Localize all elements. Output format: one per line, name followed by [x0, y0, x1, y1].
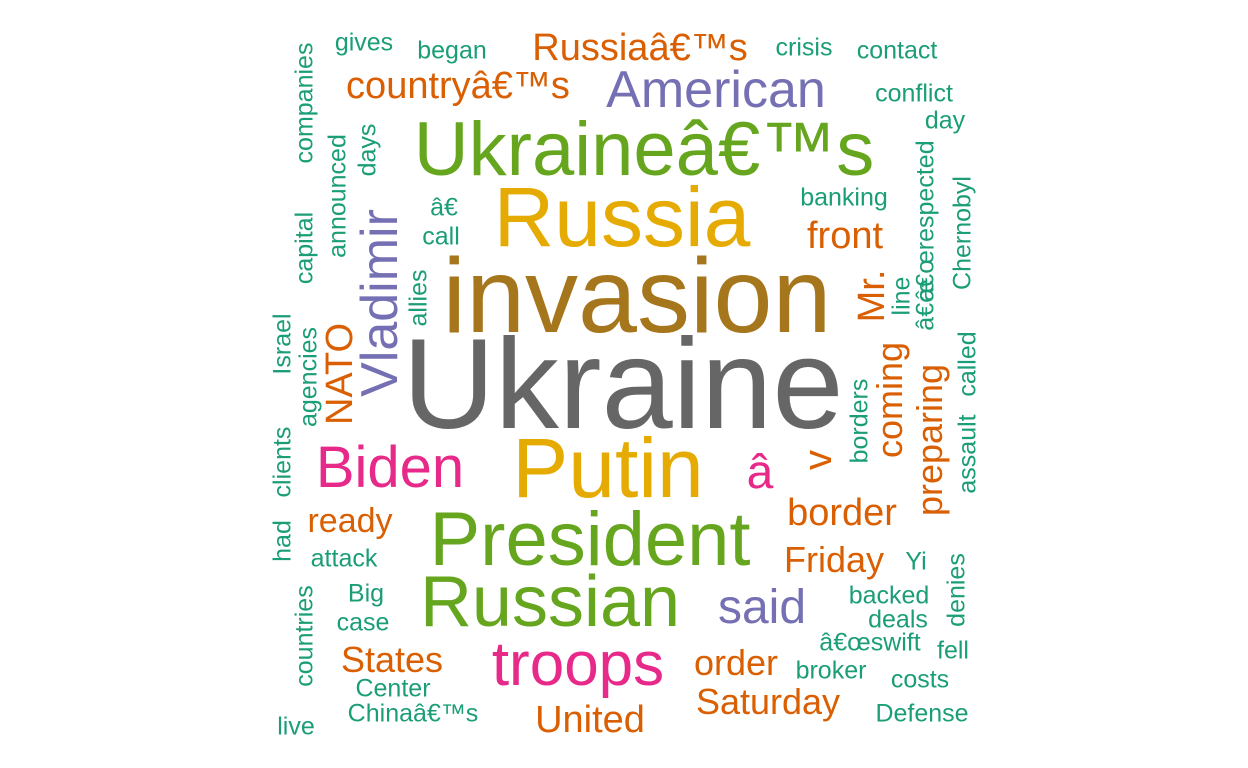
word-invasion: invasion — [442, 237, 832, 355]
word-clients: clients — [268, 426, 297, 498]
word-center: Center — [355, 674, 431, 703]
word-broker: broker — [795, 656, 867, 685]
word-ukraines: Ukraineâ€™s — [413, 107, 875, 192]
word-russia: Russia — [493, 170, 751, 264]
word-costs: costs — [890, 665, 950, 694]
word-denies: denies — [942, 553, 971, 627]
word-had: had — [268, 520, 297, 562]
word-israel: Israel — [268, 313, 297, 375]
word-russias: Russiaâ€™s — [532, 27, 748, 69]
word-backed: backed — [848, 581, 930, 610]
word-quote-open: â€œ — [911, 279, 940, 331]
word-day: day — [924, 106, 966, 135]
word-announced: announced — [323, 134, 352, 258]
word-banking: banking — [800, 183, 888, 212]
word-days: days — [353, 123, 382, 177]
word-deals: deals — [868, 605, 928, 634]
word-contact: contact — [856, 36, 938, 65]
word-attack: attack — [310, 544, 378, 573]
word-defense: Defense — [875, 699, 969, 728]
word-border: border — [787, 492, 897, 534]
word-friday: Friday — [783, 539, 885, 580]
word-ready: ready — [307, 502, 393, 540]
word-v: v — [796, 450, 840, 470]
word-nato: NATO — [319, 322, 361, 426]
word-swift: â€œswift — [819, 628, 921, 657]
word-chernobyl: Chernobyl — [948, 176, 977, 290]
word-case: case — [336, 608, 390, 637]
word-front: front — [806, 215, 884, 257]
word-chinas: Chinaâ€™s — [347, 699, 479, 728]
word-american: American — [606, 61, 826, 119]
word-president: President — [429, 497, 751, 582]
word-mr: Mr. — [851, 269, 893, 323]
word-live: live — [277, 712, 315, 741]
word-united: United — [535, 699, 645, 741]
word-countrys: countryâ€™s — [346, 65, 570, 107]
word-capital: capital — [290, 211, 319, 285]
word-agencies: agencies — [294, 326, 323, 428]
word-gives: gives — [334, 28, 394, 57]
word-order: order — [693, 642, 779, 683]
word-yi: Yi — [905, 547, 927, 576]
word-respected: â€œrespected — [911, 140, 940, 302]
word-putin: Putin — [512, 421, 704, 515]
word-call: call — [422, 222, 460, 251]
word-began: began — [417, 36, 487, 65]
word-crisis: crisis — [775, 33, 833, 62]
word-ukraine: Ukraine — [402, 313, 844, 456]
word-countries: countries — [290, 585, 319, 687]
word-borders: borders — [845, 378, 874, 464]
word-preparing: preparing — [909, 363, 950, 517]
word-conflict: conflict — [875, 79, 953, 108]
word-russian: Russian — [419, 562, 681, 642]
word-big: Big — [347, 579, 385, 608]
word-troops: troops — [491, 630, 665, 699]
word-said: said — [717, 581, 807, 634]
word-a-glyph: â — [746, 446, 774, 499]
word-companies: companies — [290, 42, 319, 164]
word-fell: fell — [937, 636, 969, 665]
word-saturday: Saturday — [695, 681, 841, 722]
word-vladimir: Vladimir — [351, 209, 409, 397]
word-states: States — [340, 639, 444, 680]
word-allies: allies — [404, 269, 433, 327]
word-a-euro: â€ — [430, 193, 458, 222]
word-assault: assault — [953, 414, 982, 494]
word-biden: Biden — [315, 435, 465, 500]
word-called: called — [953, 331, 982, 397]
word-coming: coming — [869, 341, 910, 459]
